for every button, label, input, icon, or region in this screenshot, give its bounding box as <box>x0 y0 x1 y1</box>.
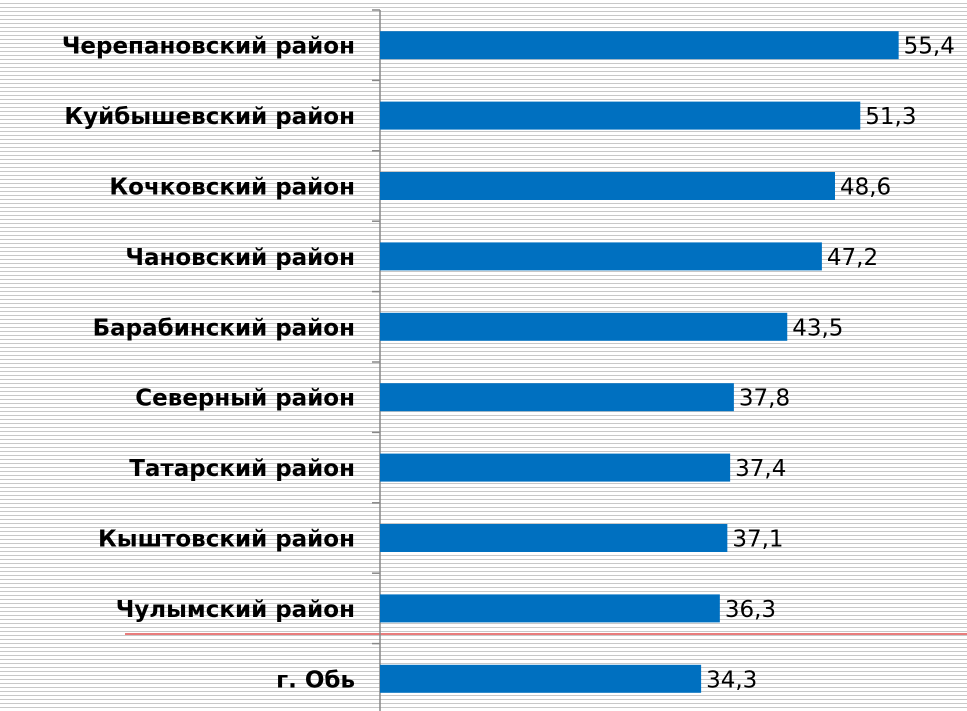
value-label: 34,3 <box>706 667 757 693</box>
value-label: 36,3 <box>725 597 776 623</box>
bar <box>380 664 702 693</box>
bar <box>380 31 899 60</box>
value-label: 55,4 <box>904 34 955 60</box>
category-label: Черепановский район <box>62 34 355 60</box>
category-label: Кочковский район <box>109 175 355 201</box>
value-label: 51,3 <box>865 104 916 130</box>
category-label: г. Обь <box>276 667 355 693</box>
value-label: 37,4 <box>735 456 786 482</box>
category-label: Северный район <box>135 386 355 412</box>
category-label: Татарский район <box>129 456 355 482</box>
bar <box>380 383 734 412</box>
value-label: 47,2 <box>827 245 878 271</box>
bar <box>380 594 720 623</box>
value-label: 37,1 <box>732 527 783 553</box>
bar <box>380 101 861 130</box>
bar <box>380 524 728 552</box>
value-label: 37,8 <box>739 386 790 412</box>
category-label: Куйбышевский район <box>64 104 355 130</box>
bar <box>380 242 822 271</box>
bar <box>380 172 835 200</box>
category-label: Кыштовский район <box>98 527 355 553</box>
bar <box>380 453 731 482</box>
value-label: 43,5 <box>792 315 843 341</box>
category-label: Барабинский район <box>93 315 355 341</box>
category-label: Чулымский район <box>116 597 355 623</box>
bar <box>380 312 788 341</box>
value-label: 48,6 <box>840 175 891 201</box>
category-label: Чановский район <box>125 245 355 271</box>
